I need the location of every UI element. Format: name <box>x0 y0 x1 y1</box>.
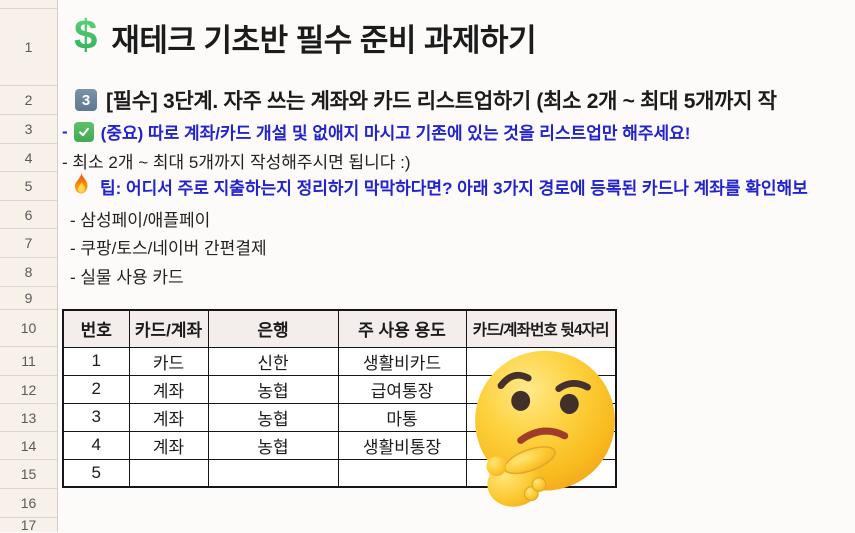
cell-bank[interactable]: 농협 <box>207 402 339 432</box>
tip-item-easy-payments[interactable]: - 쿠팡/토스/네이버 간편결제 <box>70 239 267 258</box>
cell-number[interactable]: 2 <box>62 374 130 404</box>
row-number[interactable]: 10 <box>0 310 57 347</box>
row-number[interactable]: 15 <box>0 460 57 489</box>
step-heading-cell[interactable]: 3 [필수] 3단계. 자주 쓰는 계좌와 카드 리스트업하기 (최소 2개 ~… <box>75 84 855 116</box>
row-number[interactable]: 2 <box>0 86 57 115</box>
check-icon <box>73 121 94 142</box>
important-note-cell[interactable]: - (중요) 따로 계좌/카드 개설 및 없애지 마시고 기존에 있는 것을 리… <box>62 119 690 144</box>
row-number-gutter: 1 2 3 4 5 6 7 8 9 10 11 12 13 14 15 16 1… <box>0 0 58 533</box>
cell-bank[interactable]: 신한 <box>207 346 339 376</box>
row-number[interactable]: 5 <box>0 172 57 201</box>
cell-usage[interactable]: 마통 <box>337 402 467 432</box>
tip-cell[interactable]: 팁: 어디서 주로 지출하는지 정리하기 막막하다면? 아래 3가지 경로에 등… <box>72 173 855 199</box>
row-number[interactable]: 8 <box>0 258 57 287</box>
cell-type[interactable]: 계좌 <box>128 430 209 460</box>
row-number[interactable]: 14 <box>0 432 57 460</box>
cell-number[interactable]: 5 <box>62 458 130 488</box>
cell-type[interactable]: 계좌 <box>128 402 209 432</box>
thinking-face-icon <box>469 343 621 515</box>
tip-item-physical-card[interactable]: - 실물 사용 카드 <box>70 268 184 287</box>
row-number[interactable]: 11 <box>0 347 57 376</box>
row-number[interactable]: 12 <box>0 376 57 404</box>
cell-usage[interactable]: 급여통장 <box>337 374 467 404</box>
page-title: 재테크 기초반 필수 준비 과제하기 <box>111 22 537 58</box>
cell-usage[interactable] <box>337 458 467 488</box>
cell-type[interactable] <box>128 458 209 488</box>
header-main-usage[interactable]: 주 사용 용도 <box>337 309 467 348</box>
fire-icon <box>72 173 91 199</box>
row-number[interactable]: 4 <box>0 144 57 172</box>
dash-bullet: - <box>62 121 68 141</box>
min-max-note-cell[interactable]: - 최소 2개 ~ 최대 5개까지 작성해주시면 됩니다 :) <box>62 153 411 172</box>
tip-text: 팁: 어디서 주로 지출하는지 정리하기 막막하다면? 아래 3가지 경로에 등… <box>100 178 808 198</box>
tip-item-samsung-apple-pay[interactable]: - 삼성페이/애플페이 <box>70 211 211 230</box>
row-number[interactable]: 6 <box>0 201 57 229</box>
cell-number[interactable]: 3 <box>62 402 130 432</box>
header-number[interactable]: 번호 <box>62 309 130 348</box>
row-number[interactable]: 7 <box>0 229 57 258</box>
dollar-icon: $ <box>74 11 98 58</box>
step-heading: [필수] 3단계. 자주 쓰는 계좌와 카드 리스트업하기 (최소 2개 ~ 최… <box>106 90 777 113</box>
cell-usage[interactable]: 생활비통장 <box>337 430 467 460</box>
row-number[interactable]: 1 <box>0 8 57 86</box>
cell-bank[interactable]: 농협 <box>207 430 339 460</box>
row-number[interactable]: 9 <box>0 287 57 310</box>
table-header-row: 번호 카드/계좌 은행 주 사용 용도 카드/계좌번호 뒷4자리 <box>62 309 617 348</box>
table-row: 1 카드 신한 생활비카드 <box>62 346 617 376</box>
keycap-3-icon: 3 <box>75 89 97 111</box>
row-number[interactable]: 17 <box>20 517 37 533</box>
header-card-or-account[interactable]: 카드/계좌 <box>128 309 209 348</box>
header-last4digits[interactable]: 카드/계좌번호 뒷4자리 <box>465 309 617 348</box>
cell-usage[interactable]: 생활비카드 <box>337 346 467 376</box>
cell-number[interactable]: 4 <box>62 430 130 460</box>
sheet-title-cell[interactable]: $ 재테크 기초반 필수 준비 과제하기 <box>74 11 537 60</box>
cell-type[interactable]: 계좌 <box>128 374 209 404</box>
cell-type[interactable]: 카드 <box>128 346 209 376</box>
header-bank[interactable]: 은행 <box>207 309 339 348</box>
important-note: (중요) 따로 계좌/카드 개설 및 없애지 마시고 기존에 있는 것을 리스트… <box>100 124 691 143</box>
row-number[interactable]: 16 <box>0 489 57 518</box>
cell-bank[interactable]: 농협 <box>207 374 339 404</box>
cell-bank[interactable] <box>207 458 339 488</box>
cell-number[interactable]: 1 <box>62 346 130 376</box>
row-number[interactable]: 13 <box>0 404 57 432</box>
row-number[interactable]: 3 <box>0 115 57 144</box>
